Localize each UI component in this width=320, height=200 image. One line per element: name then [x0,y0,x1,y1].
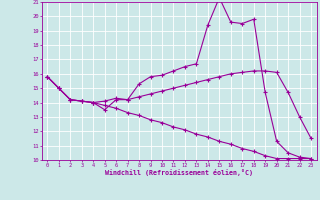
X-axis label: Windchill (Refroidissement éolien,°C): Windchill (Refroidissement éolien,°C) [105,169,253,176]
